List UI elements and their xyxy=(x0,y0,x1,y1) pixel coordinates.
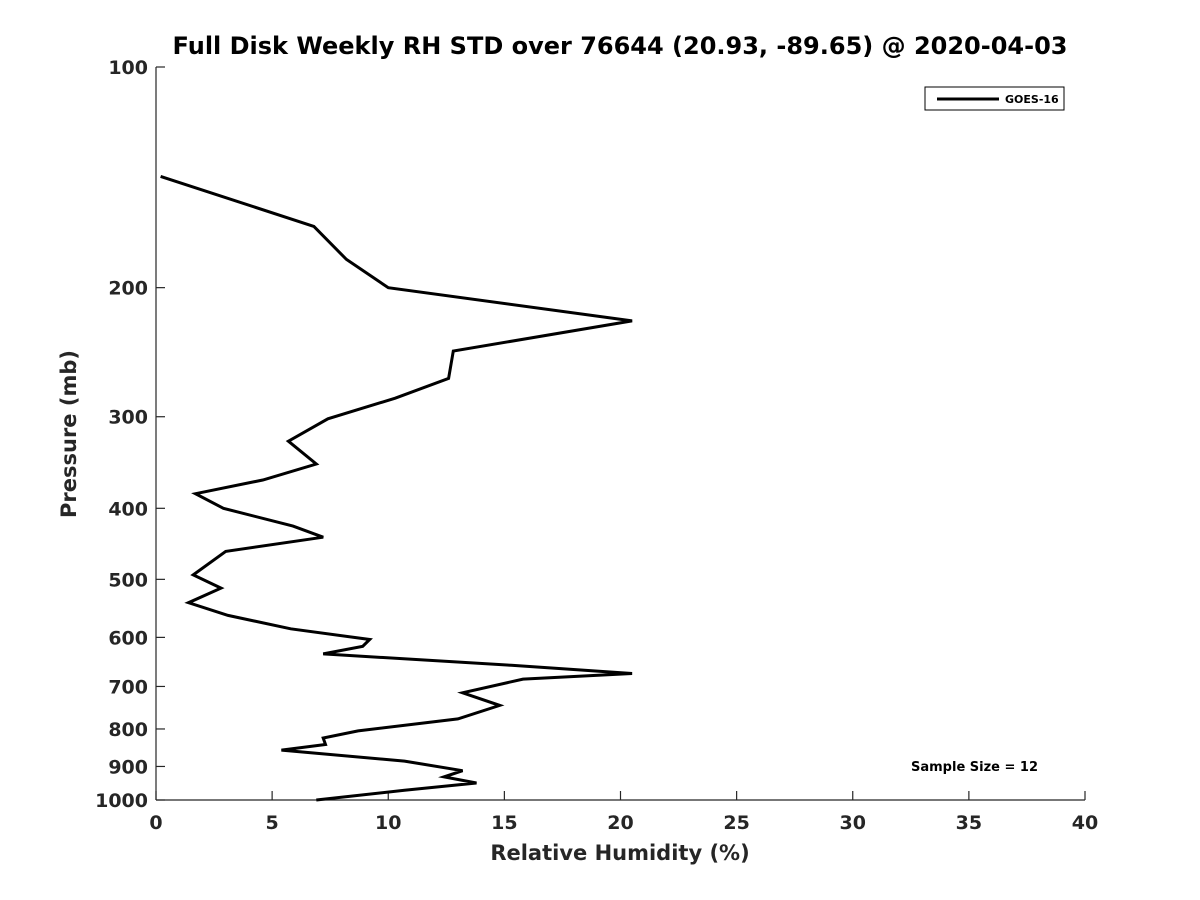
y-tick-label: 1000 xyxy=(95,790,148,812)
x-tick-label: 5 xyxy=(266,812,279,834)
y-tick-label: 200 xyxy=(108,278,148,300)
x-tick-label: 0 xyxy=(149,812,162,834)
series-line-goes-16 xyxy=(160,174,633,802)
y-tick-label: 100 xyxy=(108,57,148,79)
y-tick-label: 700 xyxy=(108,676,148,698)
x-axis-label: Relative Humidity (%) xyxy=(490,841,749,865)
y-axis-ticks: 100 200 300 400 500 600 700 800 900 1000 xyxy=(95,57,165,812)
y-tick-label: 900 xyxy=(108,756,148,778)
sample-size-annotation: Sample Size = 12 xyxy=(911,760,1038,775)
y-tick-label: 300 xyxy=(108,407,148,429)
legend-label-goes-16: GOES-16 xyxy=(1005,93,1059,106)
x-tick-label: 10 xyxy=(375,812,401,834)
y-tick-label: 600 xyxy=(108,627,148,649)
x-tick-label: 35 xyxy=(956,812,982,834)
y-tick-label: 800 xyxy=(108,719,148,741)
plot-area-frame xyxy=(156,67,1085,800)
chart-title: Full Disk Weekly RH STD over 76644 (20.9… xyxy=(173,32,1068,60)
x-tick-label: 15 xyxy=(491,812,517,834)
x-tick-label: 30 xyxy=(840,812,866,834)
y-axis-label: Pressure (mb) xyxy=(57,350,81,518)
x-axis-ticks: 0 5 10 15 20 25 30 35 40 xyxy=(149,791,1098,834)
x-tick-label: 20 xyxy=(607,812,633,834)
series-layer xyxy=(160,174,633,802)
y-tick-label: 500 xyxy=(108,569,148,591)
x-tick-label: 25 xyxy=(723,812,749,834)
y-tick-label: 400 xyxy=(108,498,148,520)
x-tick-label: 40 xyxy=(1072,812,1098,834)
legend: GOES-16 xyxy=(924,86,1065,111)
